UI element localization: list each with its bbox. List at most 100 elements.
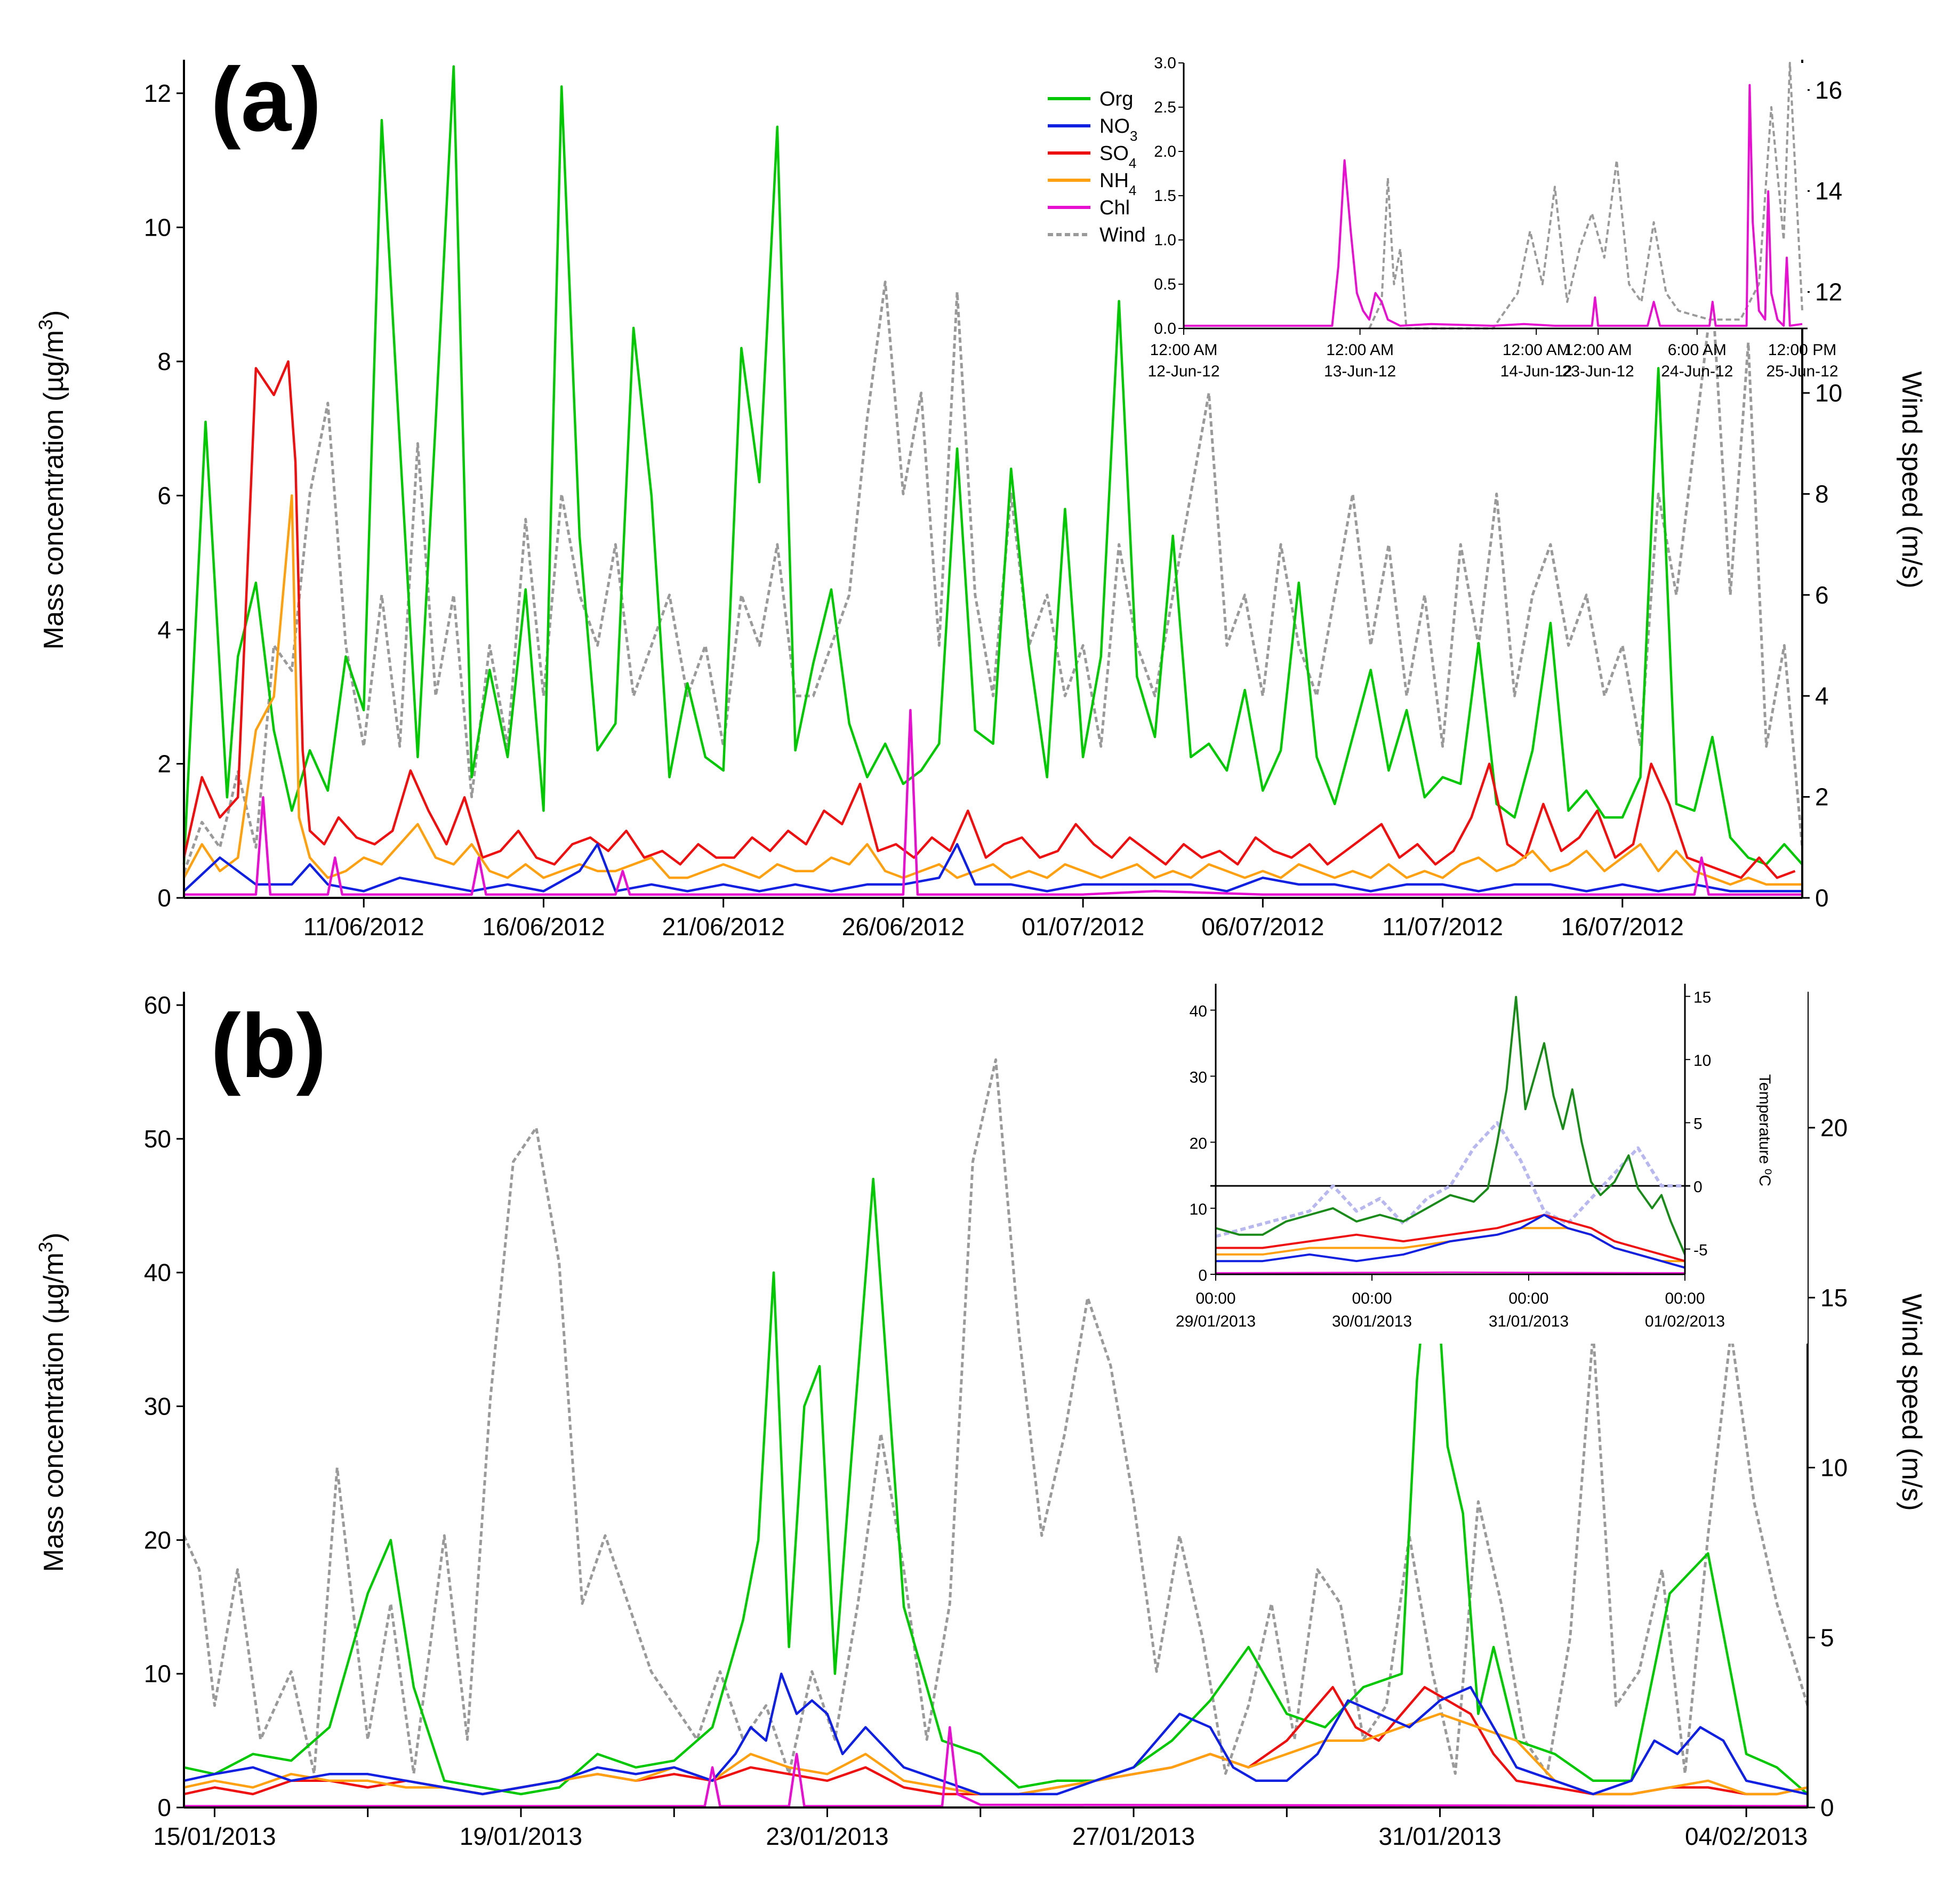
panel-a-ticks: 0 2 4 6 8 10 12 0 2 4 6 8 10 12 14 16 11/06/2012 16/06/20… <box>144 76 1842 941</box>
y2-tick-label: 0 <box>1815 884 1829 912</box>
inset-b-x-tick-label: 01/02/2013 <box>1645 1313 1725 1330</box>
panel-b: 0 10 20 30 40 50 60 0 5 10 15 20 15/01/2013 19/01/201… <box>35 984 1927 1850</box>
inset-b-x-tick-label: 00:00 <box>1665 1290 1705 1307</box>
inset-b-y-tick-label: 0 <box>1198 1267 1207 1284</box>
legend-label-chl: Chl <box>1099 197 1130 219</box>
y2-tick-label: 8 <box>1815 480 1829 508</box>
inset-b-chl-line <box>1215 1271 1685 1274</box>
panel-b-ticks: 0 10 20 30 40 50 60 0 5 10 15 20 15/01/2013 19/01/201… <box>144 991 1848 1850</box>
inset-a-y-tick-label: 3.0 <box>1154 54 1176 72</box>
y2-tick-label: 10 <box>1815 379 1842 407</box>
y-tick-label: 40 <box>144 1259 171 1287</box>
y2-tick-label: 6 <box>1815 581 1829 609</box>
inset-b-y-tick-label: 40 <box>1190 1003 1207 1021</box>
x-tick-label: 16/06/2012 <box>482 913 605 941</box>
x-tick-label: 31/01/2013 <box>1378 1822 1501 1850</box>
inset-b-y2-tick-label: -5 <box>1693 1242 1708 1259</box>
inset-a-x-tick-label: 12:00 AM <box>1503 341 1570 359</box>
inset-a-y-tick-label: 0.0 <box>1154 320 1176 338</box>
series-no3-line <box>183 843 1802 893</box>
inset-a-y-tick-label: 2.0 <box>1154 143 1176 160</box>
x-tick-label: 16/07/2012 <box>1561 913 1684 941</box>
panel-b-y2-axis-title: Wind speed (m/s) <box>1896 1294 1927 1511</box>
panel-b-inset: 0 10 20 30 40 -5 0 5 10 15 00:00 29/01/2013 00:00 30/… <box>1168 984 1808 1344</box>
y-tick-label: 60 <box>144 991 171 1019</box>
y2-tick-label: 10 <box>1820 1454 1848 1482</box>
inset-b-y2-tick-label: 0 <box>1693 1178 1703 1196</box>
inset-b-x-tick-label: 00:00 <box>1508 1290 1548 1307</box>
inset-a-x-tick-label: 13-Jun-12 <box>1324 363 1396 380</box>
panel-a-y2-axis-title: Wind speed (m/s) <box>1896 371 1927 588</box>
inset-a-chl-line <box>1184 84 1803 327</box>
y-tick-label: 4 <box>157 616 171 644</box>
x-tick-label: 11/07/2012 <box>1382 913 1503 941</box>
inset-a-x-tick-label: 12:00 AM <box>1326 341 1394 359</box>
inset-a-x-tick-label: 24-Jun-12 <box>1661 363 1733 380</box>
inset-a-wind-line <box>1368 62 1803 330</box>
inset-a-background <box>1184 63 1808 328</box>
inset-a-plot-area <box>1184 62 1803 330</box>
panel-a: 0 2 4 6 8 10 12 0 2 4 6 8 10 12 14 16 11/06/2012 16/06/20… <box>35 49 1928 941</box>
panel-b-plot-area <box>182 1058 1809 1807</box>
panel-a-plot-area <box>182 65 1804 896</box>
inset-a-x-tick-label: 6:00 AM <box>1668 341 1727 359</box>
y-tick-label: 0 <box>157 1794 171 1821</box>
inset-a-x-tick-label: 12:00 PM <box>1768 341 1836 359</box>
inset-a-x-tick-label: 12:00 AM <box>1150 341 1218 359</box>
panel-a-label: (a) <box>211 49 322 150</box>
x-tick-label: 01/07/2012 <box>1022 913 1144 941</box>
inset-a-ticks: 0.0 0.5 1.0 1.5 2.0 2.5 3.0 12:00 AM 12-Jun-12 12… <box>1147 54 1838 380</box>
inset-b-y2-tick-label: 15 <box>1693 989 1711 1007</box>
x-tick-label: 21/06/2012 <box>662 913 785 941</box>
y-tick-label: 20 <box>144 1526 171 1554</box>
y2-tick-label: 16 <box>1815 76 1842 104</box>
inset-a-x-tick-label: 14-Jun-12 <box>1500 363 1572 380</box>
inset-b-y2-tick-label: 5 <box>1693 1115 1703 1133</box>
inset-a-y-tick-label: 1.5 <box>1154 187 1176 205</box>
series-org-line <box>182 65 1803 866</box>
inset-b-so4-line <box>1216 1214 1685 1263</box>
inset-b-y2-tick-label: 10 <box>1693 1052 1711 1070</box>
series-nh4-line <box>183 494 1802 886</box>
inset-a-x-tick-label: 25-Jun-12 <box>1766 363 1838 380</box>
legend-label-wind: Wind <box>1099 224 1146 246</box>
series-chl-line <box>184 709 1802 896</box>
x-tick-label: 19/01/2013 <box>460 1822 582 1850</box>
inset-b-temperature-line <box>1215 1121 1685 1238</box>
inset-b-y-tick-label: 20 <box>1190 1135 1207 1152</box>
inset-b-x-tick-label: 31/01/2013 <box>1489 1313 1569 1330</box>
inset-b-y-tick-label: 30 <box>1190 1069 1207 1086</box>
series-chl-line <box>184 1726 1808 1807</box>
series-wind-line <box>182 1058 1809 1775</box>
y-tick-label: 10 <box>144 1660 171 1688</box>
y-tick-label: 12 <box>144 79 171 107</box>
inset-b-x-tick-label: 00:00 <box>1352 1290 1392 1307</box>
y-tick-label: 8 <box>157 348 171 375</box>
x-tick-label: 26/06/2012 <box>842 913 965 941</box>
inset-b-background <box>1168 986 1808 1344</box>
x-tick-label: 06/07/2012 <box>1201 913 1324 941</box>
y-tick-label: 10 <box>144 213 171 241</box>
legend-label-so4: SO4 <box>1099 142 1136 171</box>
series-org-line <box>183 1177 1809 1796</box>
series-wind-line <box>182 280 1804 873</box>
x-tick-label: 11/06/2012 <box>303 913 424 941</box>
y-tick-label: 0 <box>157 884 171 912</box>
inset-b-no3-line <box>1216 1214 1685 1269</box>
y2-tick-label: 2 <box>1815 783 1829 811</box>
x-tick-label: 23/01/2013 <box>766 1822 888 1850</box>
legend-label-nh4: NH4 <box>1099 170 1136 198</box>
inset-b-ticks: 0 10 20 30 40 -5 0 5 10 15 00:00 29/01/2013 00:00 30/… <box>1176 989 1725 1330</box>
y-tick-label: 6 <box>157 481 171 509</box>
inset-b-x-tick-label: 30/01/2013 <box>1332 1313 1412 1330</box>
panel-b-label: (b) <box>211 995 326 1097</box>
inset-a-x-tick-label: 12-Jun-12 <box>1147 363 1219 380</box>
x-tick-label: 15/01/2013 <box>153 1822 276 1850</box>
x-tick-label: 27/01/2013 <box>1072 1822 1195 1850</box>
y2-tick-label: 20 <box>1820 1114 1848 1142</box>
series-so4-line <box>183 1686 1808 1796</box>
y-tick-label: 50 <box>144 1125 171 1153</box>
series-no3-line <box>183 1672 1808 1796</box>
